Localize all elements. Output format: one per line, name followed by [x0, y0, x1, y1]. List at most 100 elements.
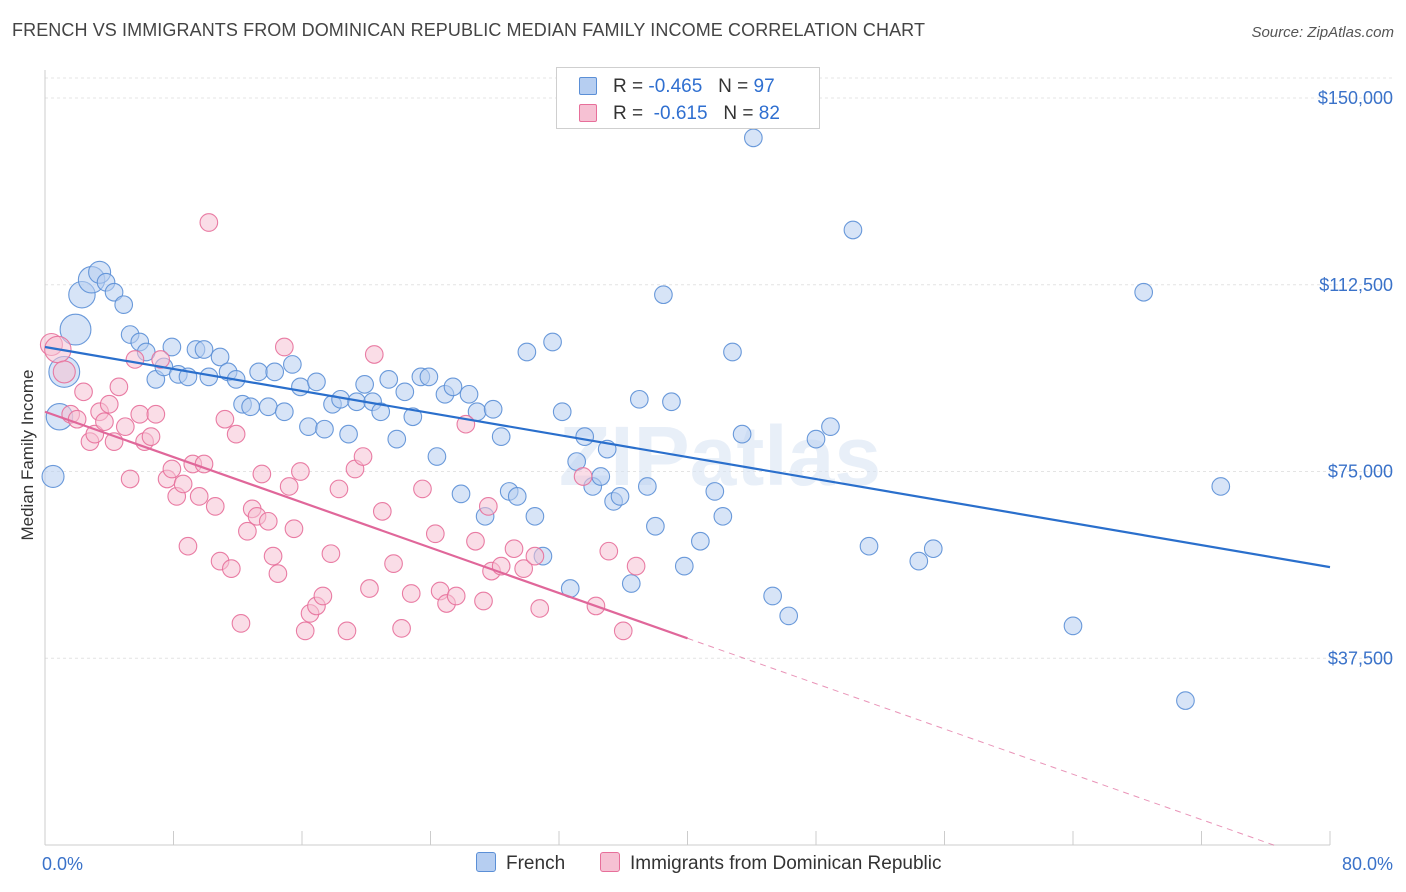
dominican-point-79 — [478, 497, 498, 516]
dominican-point-76 — [613, 621, 633, 641]
french-point-59 — [517, 342, 537, 362]
french-point-48 — [427, 447, 447, 466]
dominican-point-40 — [258, 511, 278, 531]
french-point-45 — [403, 407, 423, 427]
dominican-point-47 — [295, 621, 315, 641]
dominican-point-35 — [231, 614, 251, 633]
dominican-point-36 — [238, 521, 257, 541]
french-point-34 — [315, 419, 334, 439]
bottom-swatch-french — [476, 852, 496, 872]
french-point-79 — [690, 531, 710, 551]
french-point-47 — [419, 367, 439, 387]
dominican-point-56 — [364, 345, 384, 364]
dominican-point-5 — [74, 382, 93, 402]
dominican-point-70 — [504, 539, 524, 559]
french-point-93 — [1063, 616, 1083, 636]
dominican-point-33 — [221, 559, 241, 578]
dominican-point-43 — [274, 337, 294, 357]
french-point-43 — [387, 429, 407, 449]
dominican-point-42 — [268, 564, 288, 583]
dominican-point-15 — [125, 350, 145, 369]
dominican-point-18 — [141, 427, 161, 446]
dominican-point-29 — [199, 213, 219, 232]
french-point-30 — [283, 355, 302, 374]
axes — [44, 70, 1331, 846]
french-point-86 — [779, 606, 799, 626]
french-point-78 — [674, 556, 694, 576]
dominican-point-44 — [279, 477, 299, 496]
french-point-88 — [821, 417, 840, 437]
french-point-89 — [843, 220, 863, 240]
french-point-80 — [705, 482, 725, 501]
french-point-62 — [543, 332, 562, 352]
french-point-41 — [371, 402, 391, 422]
french-point-15 — [162, 337, 182, 357]
french-point-52 — [459, 384, 479, 404]
french-point-68 — [591, 467, 611, 486]
dominican-point-53 — [337, 621, 357, 641]
dominican-point-71 — [514, 559, 534, 578]
y-tick-label-0: $37,500 — [1328, 648, 1393, 668]
legend-r-label: R = — [613, 103, 644, 124]
dominican-point-61 — [413, 479, 432, 499]
dominican-point-55 — [353, 447, 373, 466]
french-point-81 — [713, 506, 733, 526]
dominican-point-73 — [573, 467, 593, 486]
dominican-point-60 — [401, 584, 421, 603]
dominican-point-13 — [115, 417, 135, 437]
dominican-point-77 — [626, 556, 646, 576]
french-point-39 — [355, 375, 374, 394]
french-point-73 — [629, 389, 649, 409]
french-point-71 — [610, 487, 630, 506]
legend-n-dominican: 82 — [758, 103, 780, 124]
french-point-77 — [662, 392, 681, 412]
chart-source: Source: ZipAtlas.com — [1251, 24, 1394, 41]
dominican-point-72 — [525, 546, 545, 566]
dominican-point-10 — [99, 394, 119, 414]
french-point-33 — [307, 372, 326, 392]
dominican-point-39 — [252, 464, 272, 484]
dominican-point-80 — [425, 524, 445, 544]
dominican-point-27 — [189, 487, 209, 506]
french-point-29 — [274, 402, 294, 422]
french-point-8 — [104, 282, 124, 302]
dominican-point-9 — [95, 412, 114, 432]
french-point-55 — [483, 399, 503, 419]
french-point-21 — [210, 347, 230, 367]
french-point-42 — [379, 370, 399, 389]
dominican-point-30 — [205, 497, 225, 516]
french-point-74 — [637, 477, 657, 496]
french-point-27 — [258, 397, 278, 417]
dominican-point-16 — [130, 404, 150, 424]
dominican-point-32 — [215, 409, 235, 429]
dominican-point-50 — [313, 586, 333, 606]
french-point-76 — [654, 285, 673, 305]
dominican-point-14 — [120, 469, 140, 489]
dominican-point-57 — [372, 501, 392, 521]
french-point-63 — [552, 402, 572, 422]
french-point-75 — [646, 516, 665, 536]
x-tick-label-0: 0.0% — [42, 854, 83, 874]
y-tick-label-3: $150,000 — [1318, 88, 1393, 108]
dominican-point-20 — [151, 350, 170, 369]
french-point-37 — [339, 424, 358, 444]
chart-title: FRENCH VS IMMIGRANTS FROM DOMINICAN REPU… — [12, 20, 926, 40]
french-point-58 — [507, 487, 527, 506]
french-point-31 — [291, 377, 310, 397]
trend-lines — [44, 345, 1331, 846]
dominican-point-51 — [321, 544, 341, 564]
legend-n-label: N = — [718, 76, 749, 97]
french-point-83 — [732, 424, 752, 444]
dominican-point-66 — [466, 531, 485, 551]
french-point-66 — [575, 427, 595, 446]
french-point-72 — [621, 574, 641, 593]
dominican-point-34 — [226, 424, 246, 444]
legend-n-french: 97 — [753, 76, 775, 97]
correlation-legend: R = -0.465 N = 97 R = -0.615 N = 82 — [556, 67, 820, 129]
french-point-87 — [806, 429, 826, 449]
bottom-legend-french-label: French — [506, 853, 566, 874]
legend-swatch-dominican — [579, 104, 597, 122]
trend-line-french — [44, 345, 1331, 569]
dominican-point-2 — [52, 360, 76, 384]
